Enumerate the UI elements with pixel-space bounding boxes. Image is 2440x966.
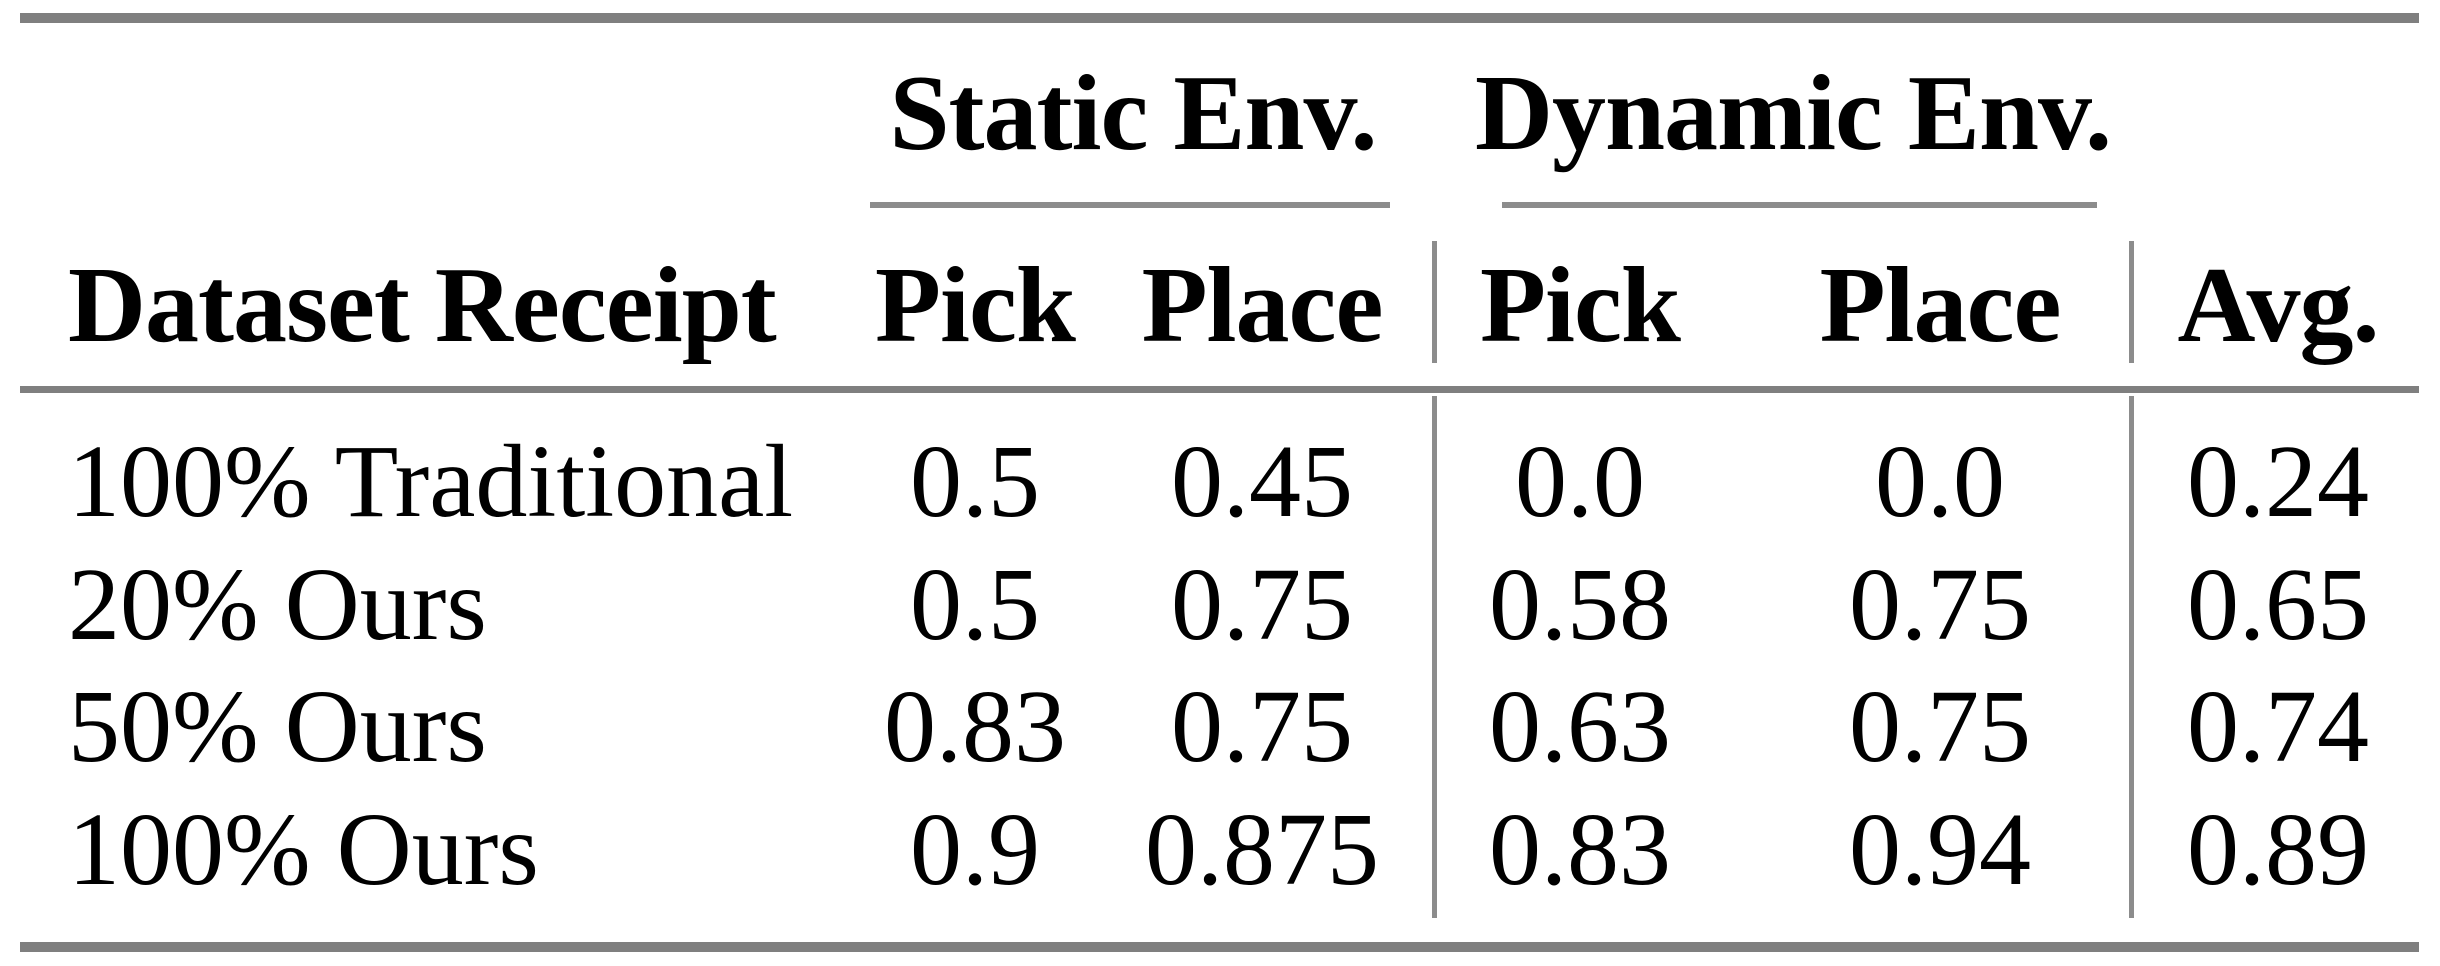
cell-dynamic-place: 0.94 [1849, 792, 2031, 907]
cell-static-place: 0.75 [1171, 547, 1353, 662]
bottom-rule [20, 942, 2419, 952]
column-header-avg: Avg. [2177, 246, 2380, 365]
top-rule [20, 13, 2419, 23]
row-label: 100% Ours [68, 792, 539, 907]
group-header-dynamic-env: Dynamic Env. [1474, 54, 2112, 173]
mid-rule [20, 386, 2419, 393]
cell-avg: 0.89 [2187, 792, 2369, 907]
vertical-rule-static-dynamic-body [1432, 396, 1437, 918]
cell-dynamic-place: 0.75 [1849, 547, 2031, 662]
column-header-dynamic-place: Place [1819, 246, 2062, 365]
cell-dynamic-pick: 0.58 [1489, 547, 1671, 662]
cell-static-place: 0.875 [1145, 792, 1379, 907]
column-header-dataset-receipt: Dataset Receipt [68, 246, 777, 365]
cell-dynamic-pick: 0.0 [1515, 424, 1645, 539]
vertical-rule-static-dynamic-header [1432, 241, 1437, 363]
cell-dynamic-place: 0.75 [1849, 669, 2031, 784]
column-header-dynamic-pick: Pick [1480, 246, 1681, 365]
row-label: 100% Traditional [68, 424, 794, 539]
cell-static-pick: 0.5 [910, 547, 1040, 662]
cell-static-pick: 0.9 [910, 792, 1040, 907]
cell-static-pick: 0.5 [910, 424, 1040, 539]
cell-dynamic-pick: 0.63 [1489, 669, 1671, 784]
group-header-static-env: Static Env. [889, 54, 1377, 173]
static-group-underline-rule [870, 202, 1390, 208]
cell-dynamic-place: 0.0 [1875, 424, 2005, 539]
cell-avg: 0.65 [2187, 547, 2369, 662]
row-label: 20% Ours [68, 547, 487, 662]
cell-static-pick: 0.83 [884, 669, 1066, 784]
cell-static-place: 0.75 [1171, 669, 1353, 784]
dynamic-group-underline-rule [1502, 202, 2097, 208]
vertical-rule-dynamic-avg-body [2129, 396, 2134, 918]
column-header-static-place: Place [1141, 246, 1384, 365]
row-label: 50% Ours [68, 669, 487, 784]
cell-static-place: 0.45 [1171, 424, 1353, 539]
column-header-static-pick: Pick [875, 246, 1076, 365]
cell-avg: 0.74 [2187, 669, 2369, 784]
cell-avg: 0.24 [2187, 424, 2369, 539]
cell-dynamic-pick: 0.83 [1489, 792, 1671, 907]
vertical-rule-dynamic-avg-header [2129, 241, 2134, 363]
